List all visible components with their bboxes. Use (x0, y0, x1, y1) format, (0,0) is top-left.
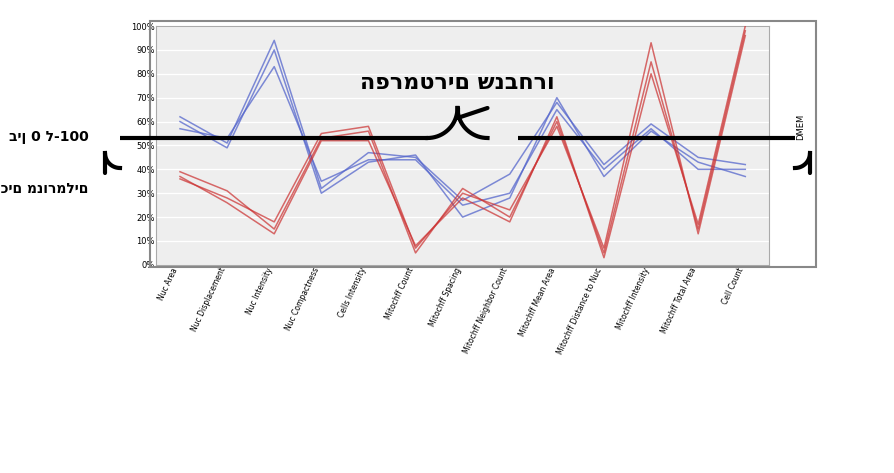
Text: DMEM: DMEM (797, 114, 805, 140)
Text: בין 0 ל-100: בין 0 ל-100 (9, 130, 89, 144)
Text: אוניברסיטת תל-אביב: אוניברסיטת תל-אביב (726, 438, 827, 447)
Text: ✦: ✦ (719, 436, 730, 449)
Text: ערכים מנורמלים: ערכים מנורמלים (0, 182, 89, 196)
Text: הפרמטרים שנבחרו: הפרמטרים שנבחרו (360, 73, 555, 93)
Text: TEL AVIV UNIVERSITY: TEL AVIV UNIVERSITY (592, 438, 710, 447)
